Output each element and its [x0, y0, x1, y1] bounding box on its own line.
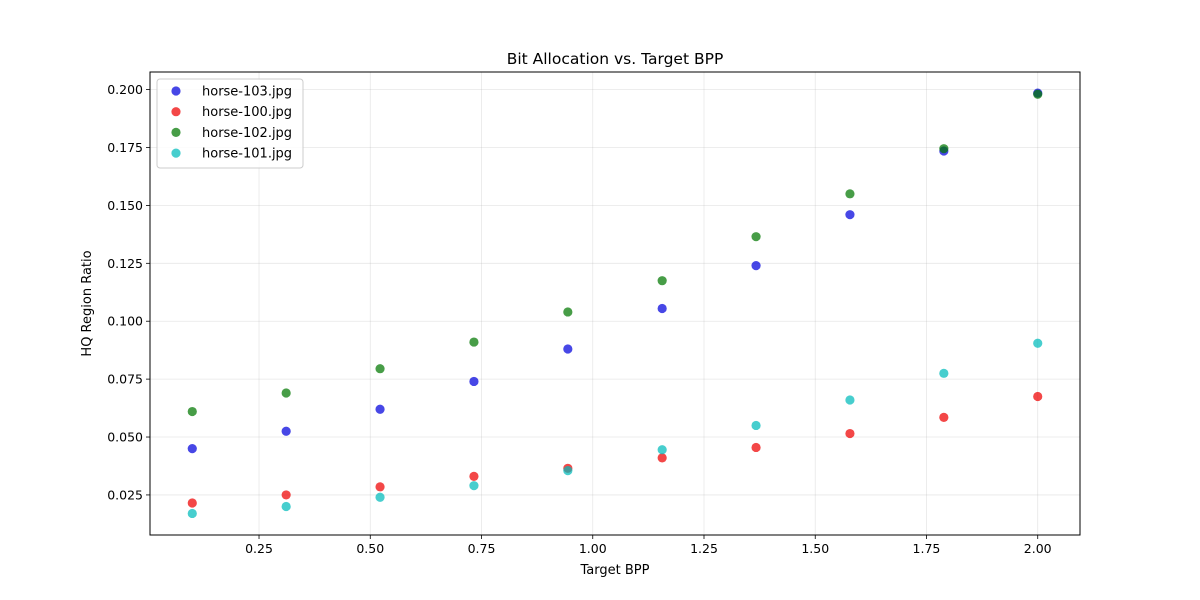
data-point: [939, 144, 949, 154]
x-tick-label: 2.00: [1024, 541, 1052, 556]
y-tick-label: 0.200: [107, 82, 143, 97]
data-point: [939, 412, 949, 422]
data-point: [281, 388, 291, 398]
x-tick-label: 1.25: [690, 541, 718, 556]
data-point: [281, 490, 291, 500]
data-point: [469, 471, 479, 482]
y-tick-label: 0.150: [107, 198, 143, 213]
x-axis: 0.25 0.50 0.75 1.00 1.25 1.50 1.75 2.00: [245, 535, 1052, 556]
x-tick-label: 0.75: [468, 541, 496, 556]
y-tick-label: 0.075: [107, 372, 143, 387]
data-point: [751, 420, 761, 431]
x-tick-label: 1.75: [913, 541, 941, 556]
legend-marker: [171, 127, 181, 137]
legend-item: horse-101.jpg: [171, 147, 292, 162]
data-point: [657, 445, 667, 455]
x-tick-label: 0.25: [245, 541, 273, 556]
data-point: [657, 276, 667, 286]
x-tick-label: 0.50: [356, 541, 384, 556]
data-point: [375, 482, 385, 492]
plot-frame: [149, 71, 1081, 536]
data-point: [469, 337, 479, 347]
series-horse-100-jpg: [187, 391, 1043, 508]
data-point: [1033, 338, 1043, 348]
data-point: [751, 261, 761, 271]
legend-marker: [171, 86, 181, 96]
data-point: [563, 466, 573, 476]
data-point: [845, 428, 855, 439]
legend-item: horse-103.jpg: [171, 85, 292, 100]
grid: [150, 72, 1080, 535]
data-point: [845, 210, 855, 220]
data-point: [281, 501, 291, 512]
data-point: [751, 232, 761, 242]
chart-title: Bit Allocation vs. Target BPP: [507, 50, 724, 68]
data-point: [563, 344, 573, 354]
series-horse-102-jpg: [187, 89, 1043, 417]
data-point: [187, 406, 197, 417]
legend-marker: [171, 148, 181, 158]
data-point: [375, 404, 385, 414]
x-axis-label: Target BPP: [580, 563, 650, 578]
data-point: [375, 492, 385, 502]
y-tick-label: 0.125: [107, 256, 143, 271]
legend-box: [156, 78, 304, 169]
legend-label: horse-101.jpg: [202, 147, 292, 162]
y-tick-label: 0.100: [107, 314, 143, 329]
data-point: [187, 508, 197, 519]
data-point: [187, 444, 197, 454]
series-horse-101-jpg: [187, 338, 1043, 519]
data-point: [1033, 391, 1043, 402]
y-axis: 0.025 0.050 0.075 0.100 0.125 0.150 0.175 0.200: [107, 82, 150, 502]
x-tick-label: 1.00: [579, 541, 607, 556]
data-point: [469, 376, 479, 387]
legend-label: horse-103.jpg: [202, 85, 292, 100]
data-point: [469, 481, 479, 491]
data-point: [939, 368, 949, 378]
legend-item: horse-102.jpg: [171, 126, 292, 141]
data-point: [657, 453, 667, 463]
data-point: [375, 364, 385, 374]
x-tick-label: 1.50: [801, 541, 829, 556]
y-tick-label: 0.025: [107, 487, 143, 502]
legend-item: horse-100.jpg: [171, 105, 292, 120]
data-point: [281, 426, 291, 436]
data-point: [1033, 89, 1043, 99]
data-points: [187, 88, 1043, 519]
legend-label: horse-102.jpg: [202, 126, 292, 141]
y-tick-label: 0.175: [107, 140, 143, 155]
data-point: [657, 303, 667, 314]
legend-label: horse-100.jpg: [202, 105, 292, 120]
data-point: [845, 395, 855, 405]
legend: horse-103.jpg horse-100.jpg horse-102.jpg h…: [156, 78, 304, 169]
legend-marker: [171, 107, 181, 117]
data-point: [751, 442, 761, 453]
y-tick-label: 0.050: [107, 430, 143, 445]
data-point: [845, 189, 855, 199]
data-point: [563, 307, 573, 317]
y-axis-label: HQ Region Ratio: [80, 250, 95, 356]
data-point: [187, 498, 197, 508]
series-horse-103-jpg: [187, 88, 1043, 454]
